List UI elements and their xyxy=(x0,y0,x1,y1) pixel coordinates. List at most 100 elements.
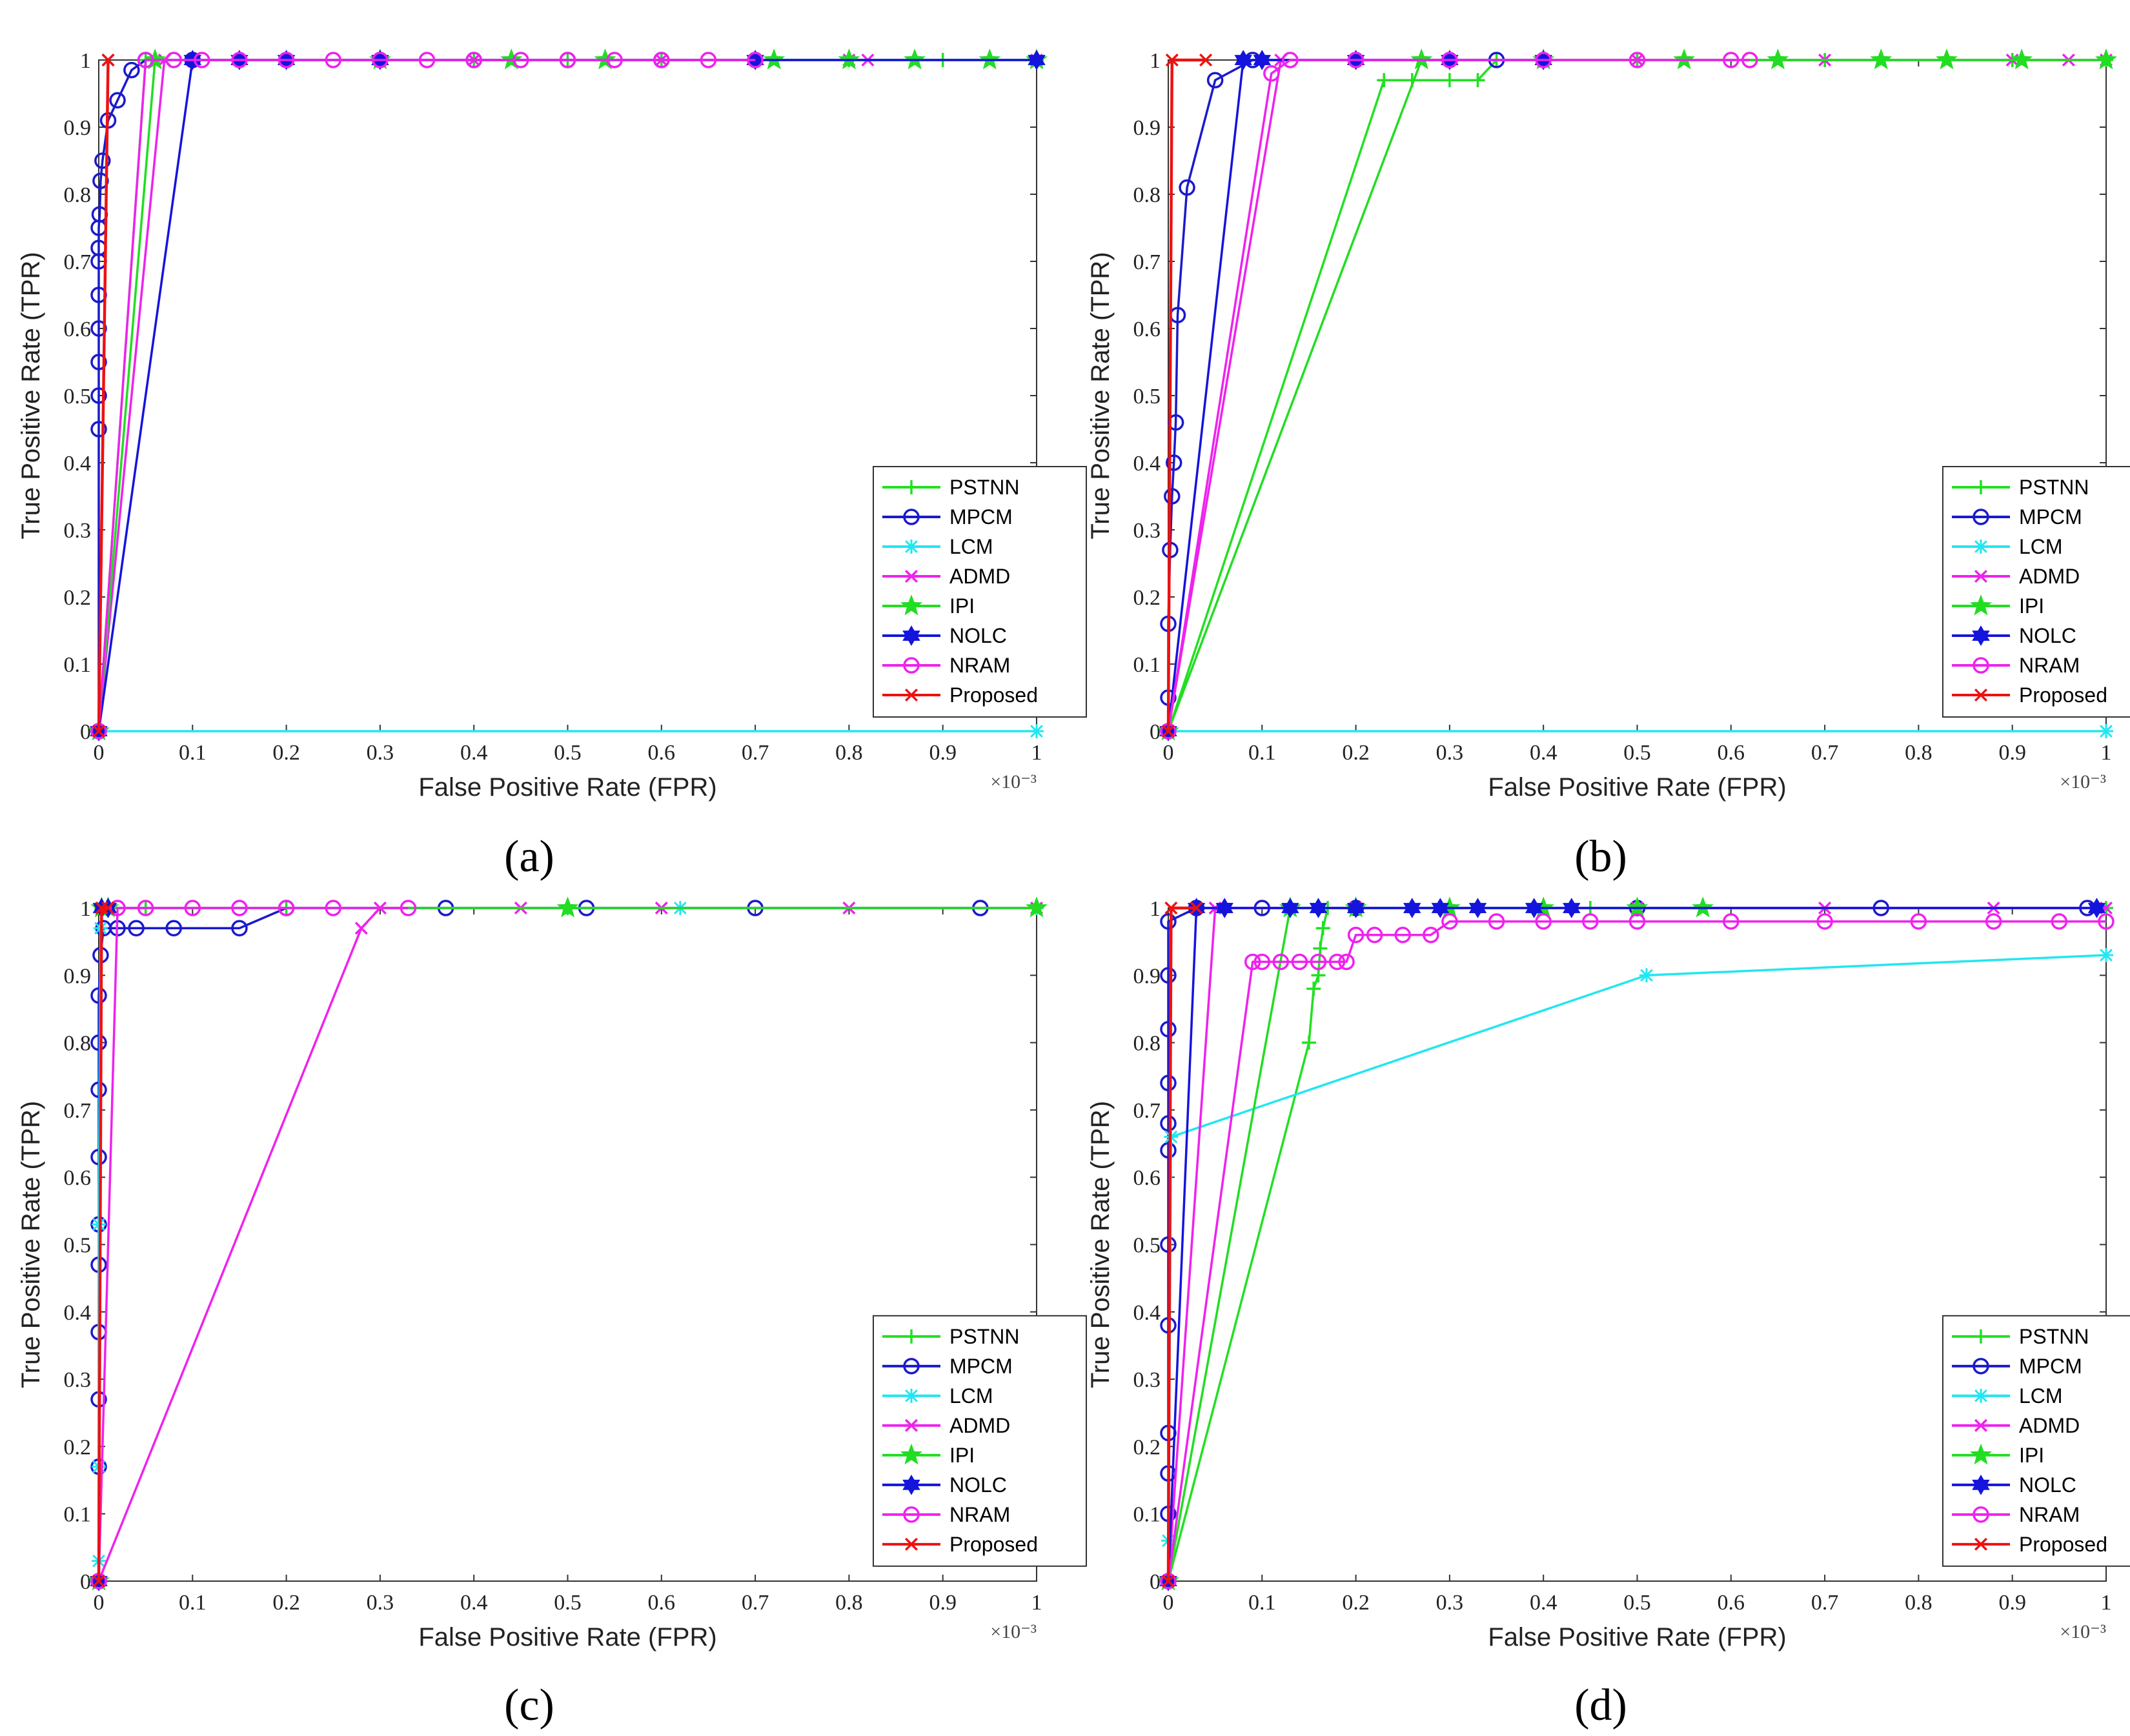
data-point-proposed xyxy=(1190,901,1203,915)
series-nram xyxy=(90,900,417,1590)
x-tick-label: 0.1 xyxy=(1248,1591,1276,1615)
legend-label-admd: ADMD xyxy=(2019,1414,2080,1437)
legend-swatch-marker xyxy=(904,569,918,583)
data-point-nolc xyxy=(1563,898,1581,918)
data-point-proposed xyxy=(101,53,115,67)
data-point-nram xyxy=(1535,913,1552,930)
legend-label-proposed: Proposed xyxy=(2019,683,2107,707)
legend-box xyxy=(873,1315,1087,1567)
data-point-nram xyxy=(109,900,126,916)
legend-label-nolc: NOLC xyxy=(2019,1473,2076,1497)
data-point-ipi xyxy=(1767,48,1789,70)
legend-swatch-marker xyxy=(1972,1475,1990,1495)
data-point-mpcm xyxy=(1160,1075,1177,1091)
y-tick-label: 0.4 xyxy=(64,452,92,476)
data-point-nram xyxy=(1310,953,1327,971)
x-tick-label: 0.5 xyxy=(1623,1591,1651,1615)
legend-swatch-marker xyxy=(904,688,918,702)
data-point-proposed xyxy=(1199,53,1213,67)
x-tick-label: 1 xyxy=(2101,741,2112,765)
y-tick-label: 0.5 xyxy=(1133,385,1161,409)
data-point-nram xyxy=(1282,52,1299,68)
data-point-nram xyxy=(465,52,482,68)
y-tick-label: 0 xyxy=(80,1570,91,1594)
x-tick-label: 0.9 xyxy=(929,1591,957,1615)
data-point-nram xyxy=(278,900,295,916)
legend-swatch-marker xyxy=(1974,688,1988,702)
x-tick-label: 0.8 xyxy=(1905,741,1932,765)
data-point-lcm xyxy=(2099,724,2113,738)
legend-swatch-marker xyxy=(1974,1329,1988,1344)
legend-box xyxy=(1942,1315,2130,1567)
legend-label-proposed: Proposed xyxy=(2019,1533,2107,1556)
x-tick-label: 0.1 xyxy=(1248,741,1276,765)
y-axis-title: True Positive Rate (TPR) xyxy=(17,1101,45,1388)
x-tick-label: 0.6 xyxy=(1718,1591,1745,1615)
y-tick-label: 0.2 xyxy=(64,586,92,610)
data-point-mpcm xyxy=(1164,488,1181,505)
legend-label-proposed: Proposed xyxy=(949,683,1038,707)
data-point-mpcm xyxy=(128,920,145,937)
x-tick-label: 0.6 xyxy=(1718,741,1745,765)
legend-swatch-marker xyxy=(903,1358,920,1375)
data-point-nolc xyxy=(1346,898,1365,918)
x-tick-label: 0.8 xyxy=(1905,1591,1932,1615)
legend-swatch-marker xyxy=(1969,1443,1993,1465)
data-point-lcm xyxy=(1030,724,1044,738)
data-point-mpcm xyxy=(90,354,107,370)
x-tick-label: 0.9 xyxy=(1998,1591,2026,1615)
data-point-nram xyxy=(747,52,764,68)
series-proposed xyxy=(1161,53,1213,738)
data-point-nram xyxy=(231,900,248,916)
x-tick-label: 0.5 xyxy=(1623,741,1651,765)
data-point-nram xyxy=(137,52,154,68)
legend-swatch-marker xyxy=(1974,480,1988,494)
x-tick-label: 0.3 xyxy=(1436,741,1464,765)
y-tick-label: 0 xyxy=(1150,720,1161,744)
legend-box xyxy=(1942,466,2130,718)
x-tick-label: 0.4 xyxy=(1530,741,1557,765)
legend-swatch-marker xyxy=(1974,1388,1988,1403)
data-point-nram xyxy=(1338,953,1355,971)
data-point-nram xyxy=(1253,953,1271,971)
x-tick-label: 0.3 xyxy=(367,1591,394,1615)
data-point-nolc xyxy=(1431,898,1450,918)
data-point-nram xyxy=(1244,953,1261,971)
legend-label-ipi: IPI xyxy=(949,594,975,618)
y-axis-title: True Positive Rate (TPR) xyxy=(1086,1101,1115,1388)
data-point-ipi xyxy=(2094,48,2118,70)
legend-label-pstnn: PSTNN xyxy=(949,476,1019,499)
panel-label: (a) xyxy=(504,832,554,882)
data-point-mpcm xyxy=(90,421,107,438)
y-tick-label: 0.4 xyxy=(1133,1301,1161,1325)
legend-label-nram: NRAM xyxy=(2019,1503,2080,1526)
chart-panel-2: 0 0.1 0.2 0.3 0.4 0.5 0.6 0.7 0.8 0.9 1 0 0.1 0.2 0.3 0… xyxy=(1086,48,2130,882)
data-point-ipi xyxy=(2011,48,2033,70)
x-tick-label: 0.3 xyxy=(367,741,394,765)
legend-label-mpcm: MPCM xyxy=(949,505,1013,529)
y-tick-label: 0.1 xyxy=(64,1503,92,1527)
panel-label: (b) xyxy=(1574,832,1627,882)
x-tick-label: 0 xyxy=(1163,1591,1174,1615)
data-point-nram xyxy=(184,900,201,916)
data-point-nram xyxy=(700,52,717,68)
y-tick-label: 0.5 xyxy=(64,1234,92,1258)
data-point-pstnn xyxy=(1313,941,1328,956)
x-tick-label: 0.2 xyxy=(272,741,300,765)
data-point-nram xyxy=(1488,913,1505,930)
data-point-nolc xyxy=(1028,50,1046,70)
x-axis-title: False Positive Rate (FPR) xyxy=(418,773,716,802)
data-point-nram xyxy=(231,52,248,68)
chart-panel-1: 0 0.1 0.2 0.3 0.4 0.5 0.6 0.7 0.8 0.9 1 0 0.1 0.2 0.3 0… xyxy=(17,48,1087,882)
data-point-mpcm xyxy=(1160,1020,1177,1038)
data-point-mpcm xyxy=(1179,179,1195,196)
data-point-nram xyxy=(400,900,417,916)
y-tick-label: 0.1 xyxy=(1133,1503,1161,1527)
data-point-lcm xyxy=(92,1217,106,1232)
data-point-proposed xyxy=(101,901,115,915)
legend-label-nolc: NOLC xyxy=(2019,624,2076,647)
legend-label-nram: NRAM xyxy=(2019,654,2080,677)
data-point-nram xyxy=(1394,926,1411,944)
data-point-pstnn xyxy=(1470,73,1485,88)
x-tick-label: 0.2 xyxy=(272,1591,300,1615)
